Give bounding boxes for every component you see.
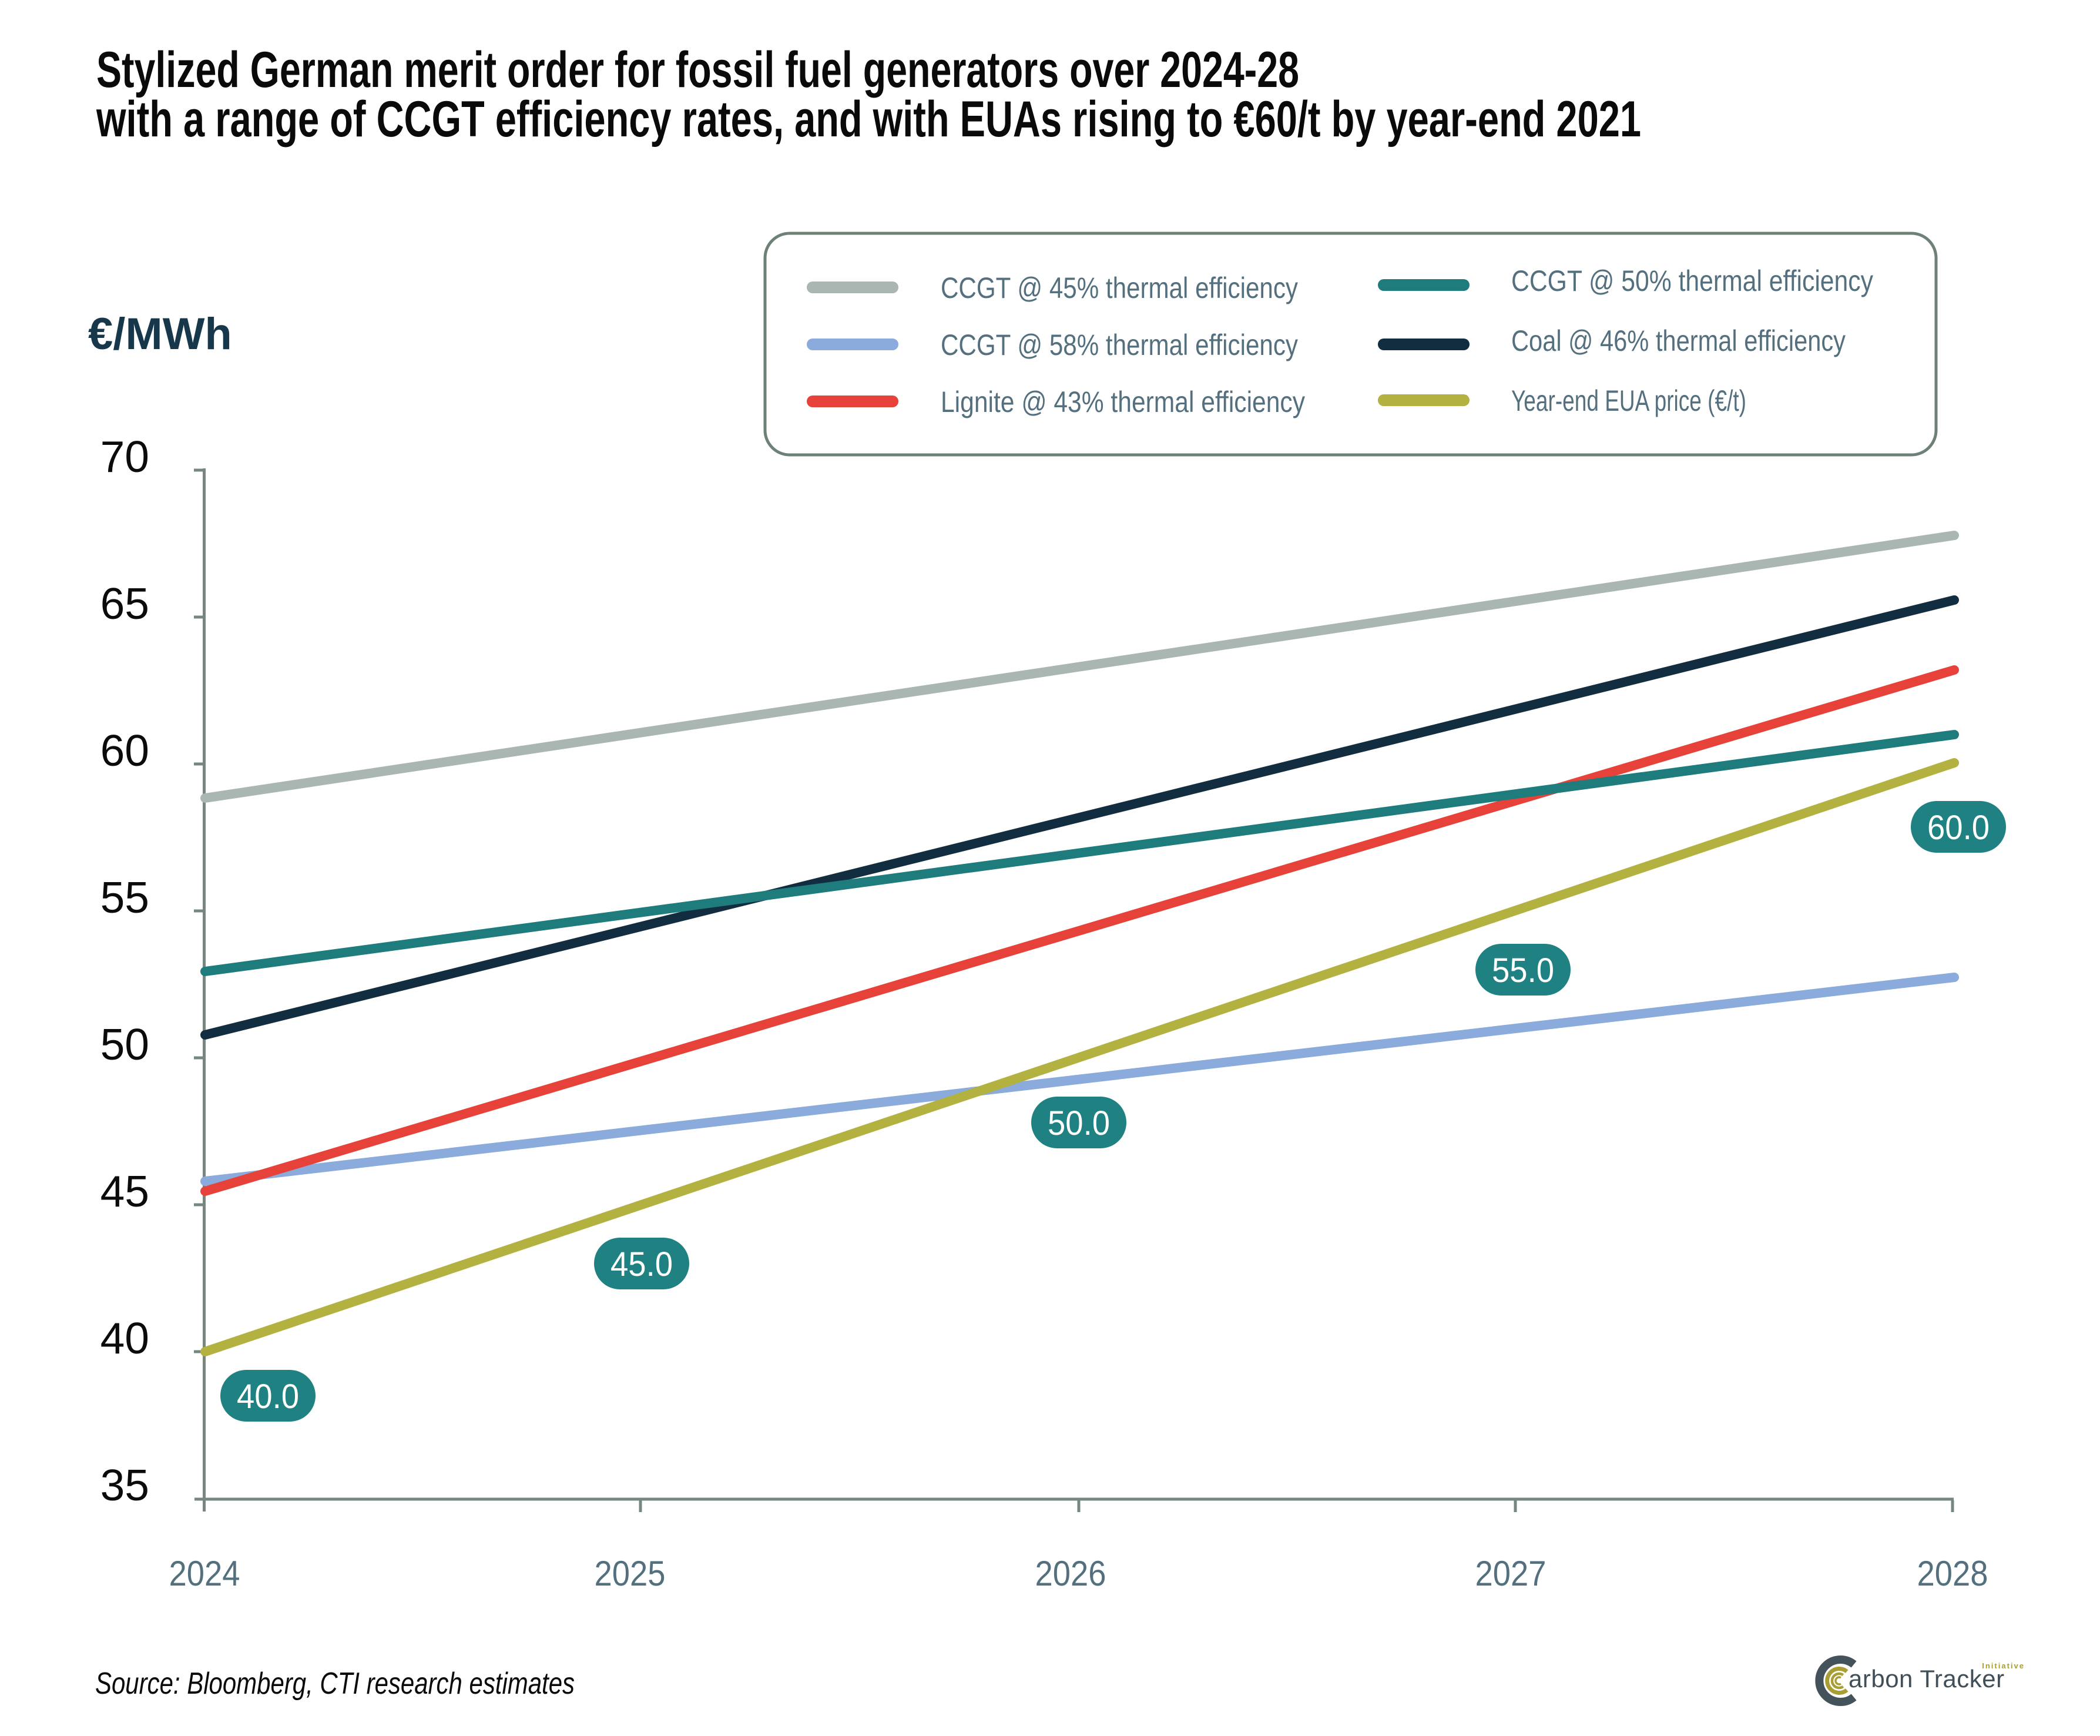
svg-text:2026: 2026 <box>1035 1554 1106 1593</box>
svg-text:2028: 2028 <box>1917 1554 1988 1593</box>
svg-text:55: 55 <box>100 873 149 922</box>
svg-text:65: 65 <box>100 579 149 628</box>
svg-text:60.0: 60.0 <box>1927 809 1990 847</box>
svg-text:2025: 2025 <box>595 1554 666 1593</box>
svg-text:50.0: 50.0 <box>1048 1104 1110 1142</box>
svg-text:CCGT @ 50% thermal efficiency: CCGT @ 50% thermal efficiency <box>1511 264 1873 297</box>
svg-text:Coal @ 46% thermal efficiency: Coal @ 46% thermal efficiency <box>1511 324 1846 357</box>
svg-text:45.0: 45.0 <box>610 1245 673 1283</box>
svg-text:CCGT @ 58% thermal efficiency: CCGT @ 58% thermal efficiency <box>941 329 1298 361</box>
svg-text:45: 45 <box>100 1167 149 1216</box>
svg-text:with a range of CCGT efficienc: with a range of CCGT efficiency rates, a… <box>96 91 1641 148</box>
svg-text:40: 40 <box>100 1313 149 1363</box>
svg-text:60: 60 <box>100 726 149 775</box>
svg-text:arbon Tracker: arbon Tracker <box>1849 1665 2005 1693</box>
svg-text:Stylized German merit order fo: Stylized German merit order for fossil f… <box>96 42 1299 98</box>
svg-text:55.0: 55.0 <box>1492 951 1554 990</box>
svg-text:Year-end EUA price (€/t): Year-end EUA price (€/t) <box>1511 384 1746 417</box>
svg-text:35: 35 <box>100 1460 149 1510</box>
svg-text:2024: 2024 <box>169 1554 240 1593</box>
svg-text:70: 70 <box>100 432 149 481</box>
svg-text:40.0: 40.0 <box>237 1378 299 1416</box>
svg-text:Source: Bloomberg, CTI researc: Source: Bloomberg, CTI research estimate… <box>95 1667 575 1701</box>
svg-text:2027: 2027 <box>1475 1554 1547 1593</box>
svg-text:€/MWh: €/MWh <box>88 309 232 359</box>
svg-text:Initiative: Initiative <box>1982 1661 2025 1670</box>
svg-text:CCGT @ 45% thermal efficiency: CCGT @ 45% thermal efficiency <box>941 272 1298 304</box>
svg-text:Lignite @ 43% thermal efficien: Lignite @ 43% thermal efficiency <box>941 386 1305 418</box>
svg-text:50: 50 <box>100 1020 149 1069</box>
